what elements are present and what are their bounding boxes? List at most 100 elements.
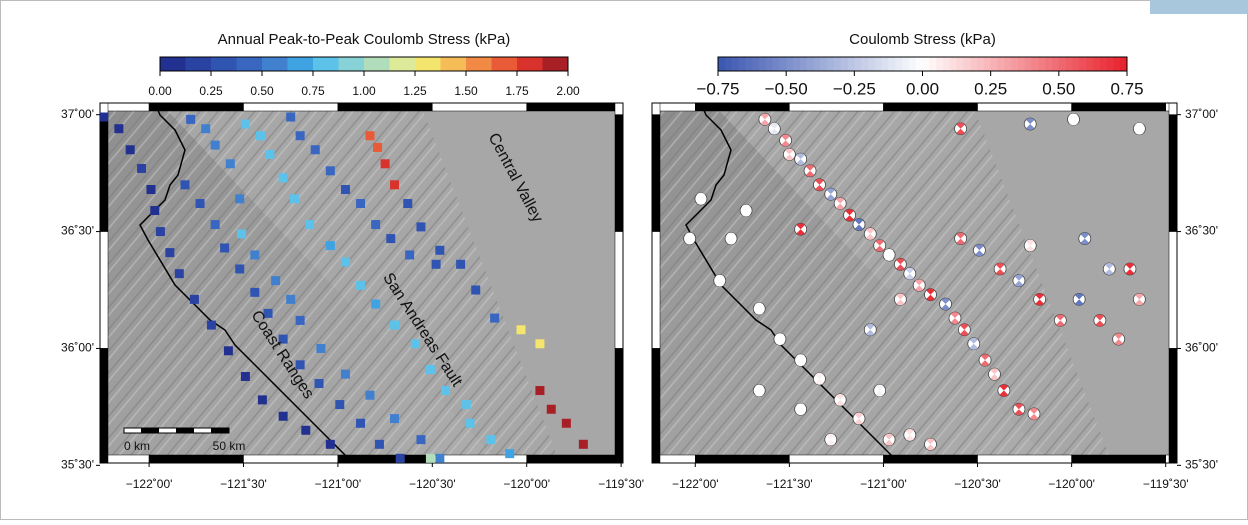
frame-band bbox=[1072, 103, 1166, 111]
colorbar-swatch bbox=[963, 57, 970, 71]
stress-square bbox=[305, 220, 314, 229]
y-tick-label: 35˚30' bbox=[61, 458, 94, 472]
frame-band bbox=[243, 455, 337, 463]
colorbar-tick-label: 0.25 bbox=[974, 79, 1007, 98]
colorbar-swatch bbox=[725, 57, 732, 71]
colorbar-swatch bbox=[888, 57, 895, 71]
frame-band bbox=[615, 348, 623, 463]
stress-square bbox=[371, 220, 380, 229]
x-tick-label: −120˚00' bbox=[1048, 477, 1095, 491]
page: Annual Peak-to-Peak Coulomb Stress (kPa)… bbox=[0, 0, 1248, 525]
colorbar-swatch bbox=[718, 57, 725, 71]
colorbar-swatch bbox=[1025, 57, 1032, 71]
y-tick-label: 37˚00' bbox=[1185, 107, 1218, 121]
stress-square bbox=[241, 372, 250, 381]
stress-square bbox=[175, 269, 184, 278]
frame-band bbox=[1072, 455, 1166, 463]
frame-band bbox=[432, 103, 526, 111]
colorbar-swatch bbox=[991, 57, 998, 71]
frame-band bbox=[883, 103, 977, 111]
frame-band bbox=[1169, 103, 1177, 115]
colorbar-swatch bbox=[997, 57, 1004, 71]
stress-square bbox=[301, 426, 310, 435]
colorbar-swatch bbox=[875, 57, 882, 71]
stress-square bbox=[286, 113, 295, 122]
stress-square bbox=[220, 243, 229, 252]
colorbar-swatch bbox=[1079, 57, 1086, 71]
stress-square bbox=[441, 386, 450, 395]
colorbar-swatch bbox=[1107, 57, 1114, 71]
stress-square bbox=[535, 386, 544, 395]
scale-bar-label: 0 km bbox=[124, 439, 150, 453]
stress-square bbox=[224, 346, 233, 355]
stress-square bbox=[296, 131, 305, 140]
stress-square bbox=[356, 199, 365, 208]
stress-square bbox=[201, 124, 210, 133]
corner-tab bbox=[1150, 0, 1248, 14]
y-tick-label: 36˚00' bbox=[61, 341, 94, 355]
colorbar-tick-label: 1.25 bbox=[403, 84, 427, 98]
y-tick-label: 36˚30' bbox=[61, 224, 94, 238]
stress-square bbox=[207, 321, 216, 330]
frame-band bbox=[652, 103, 660, 115]
y-tick-label: 35˚30' bbox=[1185, 458, 1218, 472]
x-tick-label: −121˚30' bbox=[766, 477, 813, 491]
stress-square bbox=[311, 145, 320, 154]
colorbar-swatch bbox=[841, 57, 848, 71]
x-tick-label: −121˚00' bbox=[315, 477, 362, 491]
colorbar-swatch bbox=[820, 57, 827, 71]
colorbar-tick-label: 0.25 bbox=[199, 84, 223, 98]
colorbar-swatch bbox=[813, 57, 820, 71]
scale-bar-label: 50 km bbox=[213, 439, 246, 453]
stress-square bbox=[547, 405, 556, 414]
colorbar-tick-label: 0.50 bbox=[250, 84, 274, 98]
colorbar-swatch bbox=[854, 57, 861, 71]
figure: Annual Peak-to-Peak Coulomb Stress (kPa)… bbox=[0, 0, 1248, 520]
frame-band bbox=[338, 103, 432, 111]
colorbar-swatch bbox=[929, 57, 936, 71]
stress-square bbox=[235, 194, 244, 203]
frame-band bbox=[100, 348, 108, 463]
colorbar-swatch bbox=[848, 57, 855, 71]
colorbar-swatch bbox=[957, 57, 964, 71]
colorbar-swatch bbox=[895, 57, 902, 71]
stress-square bbox=[235, 264, 244, 273]
colorbar-swatch bbox=[211, 57, 237, 71]
colorbar-swatch bbox=[1018, 57, 1025, 71]
stress-square bbox=[341, 370, 350, 379]
stress-square bbox=[365, 391, 374, 400]
colorbar-swatch bbox=[339, 57, 365, 71]
stress-square bbox=[341, 257, 350, 266]
colorbar-swatch bbox=[793, 57, 800, 71]
x-tick-label: −122˚00' bbox=[126, 477, 173, 491]
colorbar-swatch bbox=[288, 57, 314, 71]
colorbar-tick-label: 0.00 bbox=[906, 79, 939, 98]
stress-square bbox=[165, 248, 174, 257]
stress-square bbox=[411, 339, 420, 348]
x-tick-label: −122˚00' bbox=[672, 477, 719, 491]
colorbar-tick-label: 1.00 bbox=[352, 84, 376, 98]
colorbar-swatch bbox=[313, 57, 339, 71]
stress-square bbox=[114, 124, 123, 133]
frame-band bbox=[527, 455, 621, 463]
frame-band bbox=[338, 455, 432, 463]
x-tick-label: −119˚30' bbox=[1143, 477, 1189, 491]
colorbar-swatch bbox=[807, 57, 814, 71]
colorbar-swatch bbox=[1086, 57, 1093, 71]
y-tick-label: 36˚00' bbox=[1185, 341, 1218, 355]
colorbar-swatch bbox=[1045, 57, 1052, 71]
stress-square bbox=[505, 449, 514, 458]
frame-band bbox=[789, 455, 883, 463]
colorbar-swatch bbox=[415, 57, 441, 71]
frame-band bbox=[100, 115, 108, 232]
colorbar-swatch bbox=[1032, 57, 1039, 71]
stress-square bbox=[381, 159, 390, 168]
stress-square bbox=[286, 295, 295, 304]
stress-square bbox=[226, 159, 235, 168]
colorbar-swatch bbox=[861, 57, 868, 71]
stress-square bbox=[356, 419, 365, 428]
colorbar-swatch bbox=[186, 57, 212, 71]
x-tick-label: −121˚30' bbox=[220, 477, 267, 491]
stress-square bbox=[211, 220, 220, 229]
colorbar-swatch bbox=[943, 57, 950, 71]
